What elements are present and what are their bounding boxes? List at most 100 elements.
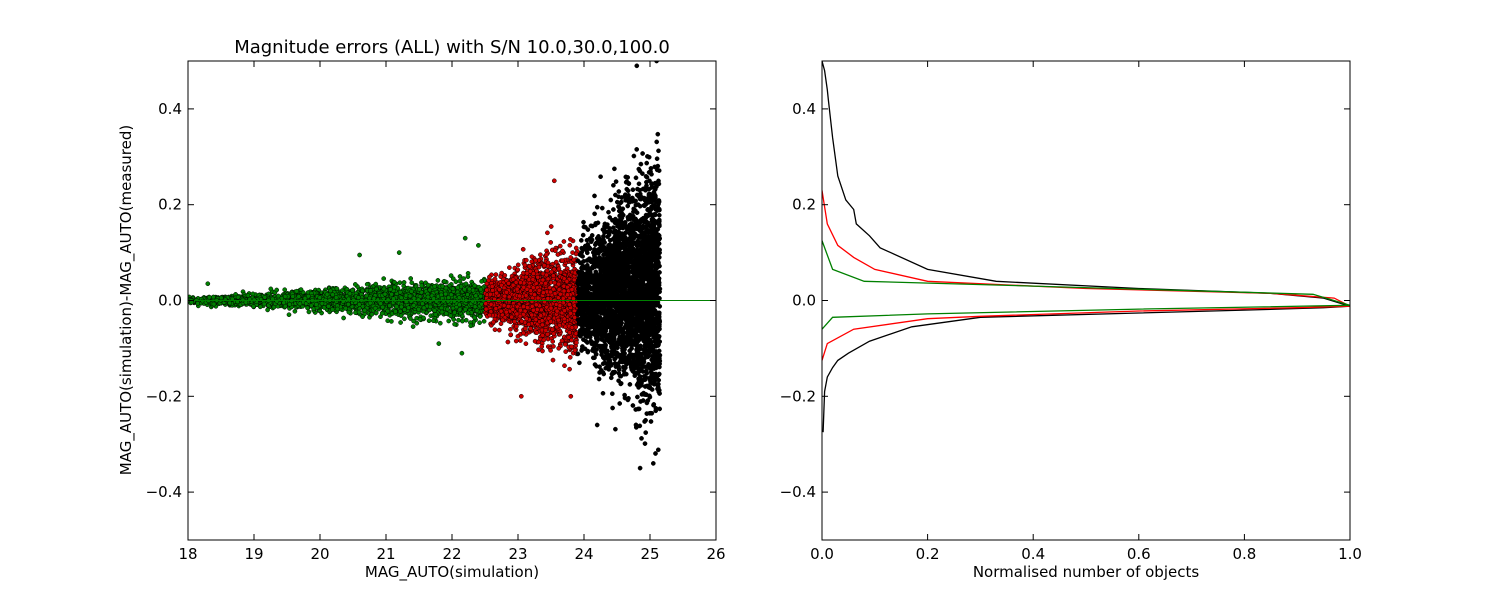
scatter-point <box>529 254 535 260</box>
scatter-point <box>515 262 521 268</box>
scatter-point <box>553 259 559 265</box>
scatter-point <box>450 276 456 282</box>
scatter-point <box>416 306 421 312</box>
scatter-point <box>573 251 579 257</box>
scatter-point <box>536 287 542 293</box>
scatter-point <box>567 366 572 372</box>
scatter-point <box>505 303 511 309</box>
scatter-point <box>432 308 437 313</box>
scatter-point <box>406 305 411 311</box>
scatter-point <box>493 272 499 277</box>
scatter-point <box>360 314 365 320</box>
scatter-point <box>492 276 498 282</box>
scatter-point <box>439 309 445 315</box>
scatter-point <box>534 307 540 312</box>
scatter-point <box>211 294 216 300</box>
scatter-point <box>505 339 511 345</box>
scatter-point <box>540 348 545 354</box>
scatter-point <box>540 332 546 338</box>
scatter-point <box>488 302 494 307</box>
scatter-point <box>257 304 263 310</box>
scatter-point <box>526 277 532 283</box>
scatter-point <box>448 273 454 278</box>
scatter-point <box>529 312 535 318</box>
scatter-point <box>538 252 543 258</box>
scatter-point <box>506 294 512 300</box>
scatter-point <box>515 333 521 339</box>
scatter-point <box>539 344 545 349</box>
scatter-point <box>398 313 404 318</box>
scatter-point <box>557 322 563 328</box>
scatter-point <box>572 347 578 353</box>
scatter-point <box>513 338 519 344</box>
scatter-point <box>397 289 403 295</box>
scatter-point <box>446 318 452 324</box>
scatter-point <box>345 301 351 307</box>
scatter-point <box>478 293 484 299</box>
scatter-point <box>372 305 378 311</box>
scatter-point <box>456 295 462 301</box>
scatter-point <box>523 257 529 263</box>
scatter-point <box>557 303 563 308</box>
scatter-point <box>557 291 563 297</box>
scatter-point <box>369 311 375 317</box>
scatter-point <box>518 338 523 343</box>
scatter-point <box>540 322 545 328</box>
scatter-point <box>333 295 339 300</box>
scatter-point <box>567 242 573 248</box>
scatter-point <box>551 331 557 337</box>
scatter-point <box>562 342 568 347</box>
scatter-point <box>451 298 457 304</box>
scatter-point <box>330 292 336 298</box>
scatter-point <box>528 326 533 331</box>
scatter-point <box>235 294 241 300</box>
scatter-point <box>507 265 512 270</box>
scatter-point <box>397 280 403 286</box>
scatter-point <box>328 288 333 294</box>
scatter-point <box>550 357 556 363</box>
scatter-point <box>556 281 562 287</box>
scatter-point <box>562 308 567 313</box>
scatter-point <box>484 287 490 293</box>
scatter-point <box>206 294 212 300</box>
scatter-point <box>292 308 298 314</box>
scatter-point <box>509 314 514 320</box>
scatter-point <box>441 298 446 304</box>
scatter-point <box>445 306 450 312</box>
scatter-point <box>561 288 567 294</box>
scatter-point <box>524 270 530 276</box>
scatter-point <box>448 313 453 319</box>
scatter-point <box>403 293 409 298</box>
scatter-point <box>545 296 551 301</box>
scatter-point <box>402 316 407 322</box>
scatter-point <box>474 308 480 314</box>
scatter-point <box>518 307 523 313</box>
scatter-point <box>473 293 479 299</box>
scatter-point <box>381 276 387 281</box>
scatter-point <box>379 311 385 316</box>
scatter-point <box>502 293 508 299</box>
scatter-point <box>387 303 392 309</box>
scatter-point <box>408 316 413 321</box>
scatter-point <box>407 293 413 299</box>
scatter-point <box>556 266 562 272</box>
scatter-point <box>554 308 560 314</box>
scatter-point <box>373 310 379 316</box>
scatter-point <box>536 339 541 345</box>
scatter-point <box>569 325 575 330</box>
scatter-point <box>487 274 492 280</box>
scatter-point <box>360 288 365 294</box>
scatter-point <box>281 300 287 306</box>
scatter-point <box>560 296 566 301</box>
scatter-point <box>389 291 394 297</box>
scatter-point <box>490 287 495 293</box>
scatter-point <box>519 318 525 324</box>
scatter-point <box>347 291 353 297</box>
scatter-point <box>548 305 554 311</box>
scatter-point <box>397 308 403 314</box>
scatter-point <box>545 230 550 236</box>
scatter-point <box>251 304 256 309</box>
scatter-point <box>522 262 528 268</box>
scatter-point <box>457 278 463 284</box>
scatter-point <box>494 290 499 296</box>
